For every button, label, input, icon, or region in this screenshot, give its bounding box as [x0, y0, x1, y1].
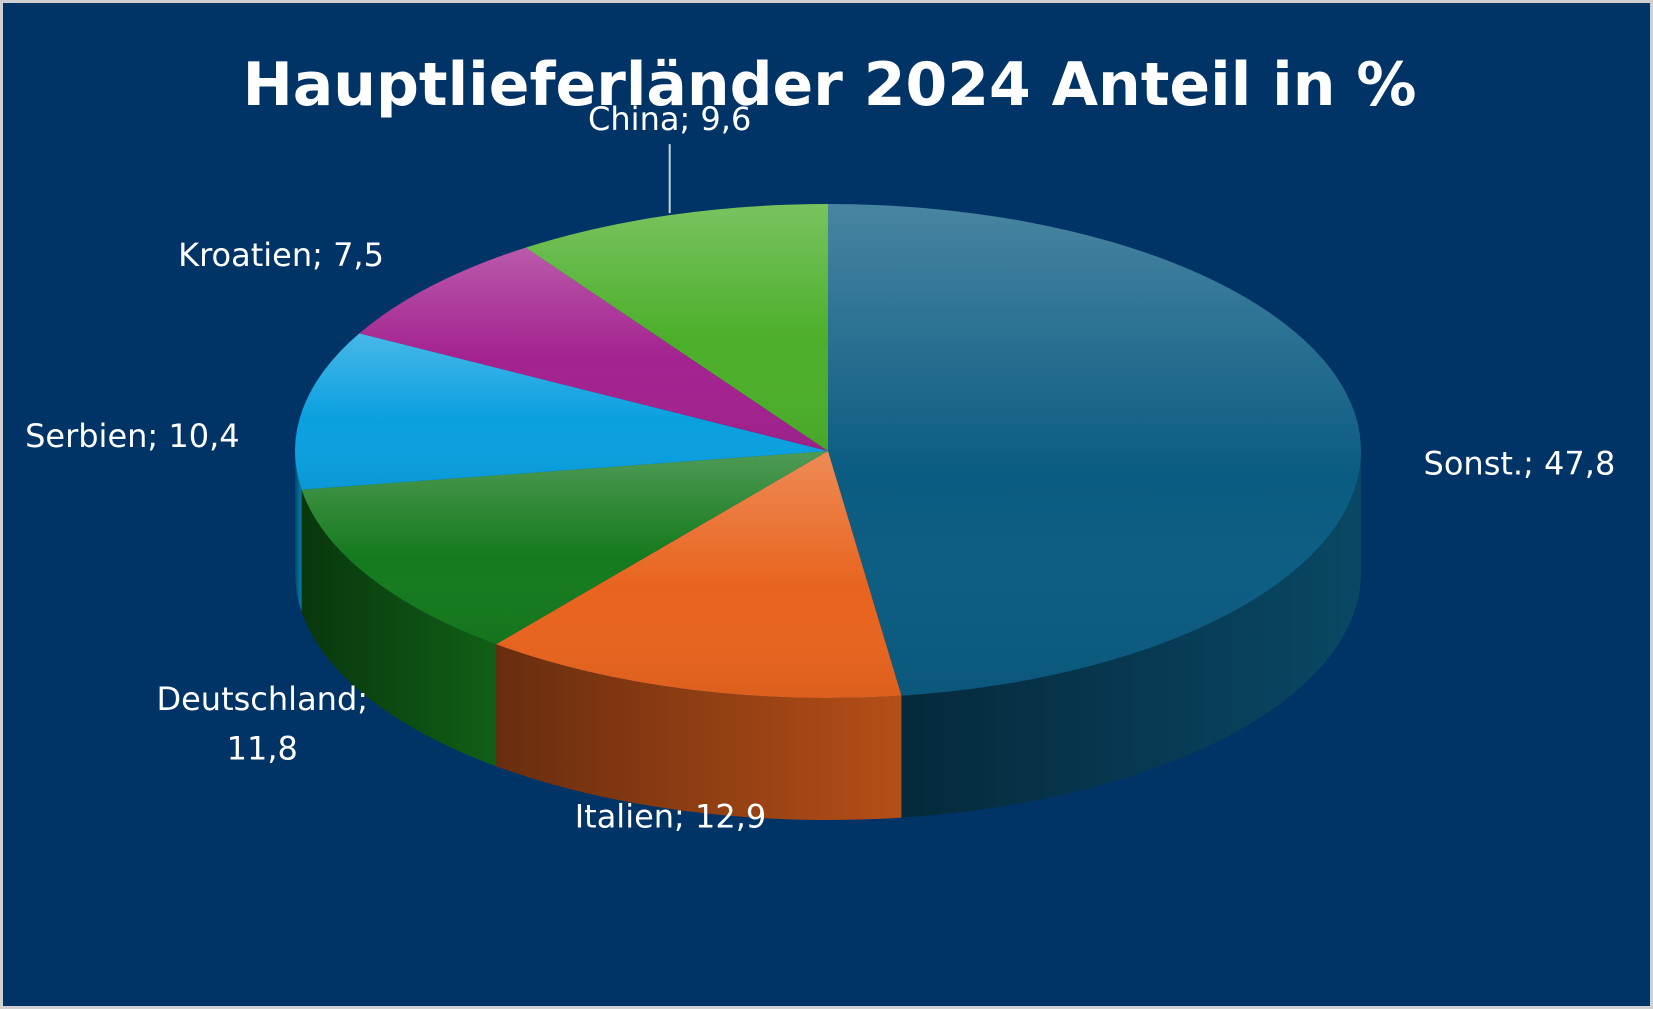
slice-label-italien: Italien; 12,9	[575, 798, 767, 836]
pie-slice-highlight	[828, 204, 1361, 696]
pie-slice-highlight	[294, 333, 828, 490]
pie-slice-highlight	[359, 247, 828, 451]
pie-side-italien	[496, 644, 902, 821]
pie-slice-highlight	[496, 451, 902, 698]
slice-label-china: China; 9,6	[588, 100, 751, 138]
slice-label-deutschland: Deutschland; 11,8	[156, 680, 368, 768]
slice-label-sonst-: Sonst.; 47,8	[1424, 445, 1616, 483]
chart-title: Hauptlieferländer 2024 Anteil in %	[242, 50, 1417, 120]
pie-side-serbien	[295, 451, 302, 612]
slice-label-serbien: Serbien; 10,4	[25, 417, 240, 455]
pie-side-deutschland	[301, 489, 497, 767]
pie-side-sonst-	[901, 451, 1361, 818]
pie-slice-highlight	[525, 204, 828, 451]
pie-slice-highlight	[301, 451, 828, 645]
pie-chart: Sonst.; 47,8 Italien; 12,9 Deutschland; 11,…	[25, 100, 1616, 836]
slice-label-kroatien: Kroatien; 7,5	[178, 236, 384, 274]
